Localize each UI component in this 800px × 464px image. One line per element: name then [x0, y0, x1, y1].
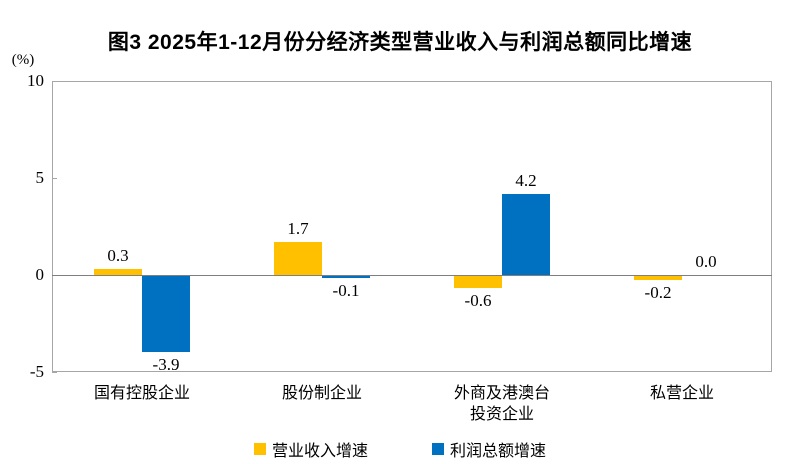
- bar: [502, 193, 550, 275]
- bar-value-label: -3.9: [152, 354, 180, 374]
- legend: 营业收入增速 利润总额增速: [0, 437, 800, 461]
- zero-line: [52, 275, 772, 276]
- legend-label: 利润总额增速: [450, 443, 547, 460]
- legend-swatch-icon: [253, 443, 266, 455]
- bar: [142, 276, 190, 352]
- legend-item: 利润总额增速: [432, 437, 546, 461]
- y-tick-mark: [52, 178, 57, 179]
- chart-title: 图3 2025年1-12月份分经济类型营业收入与利润总额同比增速: [107, 31, 693, 54]
- legend-item: 营业收入增速: [253, 437, 368, 461]
- y-tick-mark: [52, 372, 57, 373]
- bar-value-label: -0.6: [464, 290, 492, 310]
- bar-value-label: -0.2: [644, 282, 672, 302]
- y-axis-unit-label: (%): [11, 52, 35, 68]
- x-category-label: 外商及港澳台 投资企业: [453, 385, 550, 423]
- bar: [322, 276, 370, 278]
- x-category-label: 私营企业: [649, 385, 714, 402]
- x-category-label: 国有控股企业: [93, 385, 190, 402]
- y-tick-label: 10: [27, 71, 44, 90]
- y-tick-label: 5: [35, 168, 45, 187]
- bar-value-label: 1.7: [287, 219, 309, 239]
- legend-swatch-icon: [432, 443, 444, 455]
- bar-value-label: 0.0: [695, 252, 717, 271]
- bar: [454, 276, 502, 288]
- bar: [634, 276, 682, 280]
- bar: [274, 242, 322, 275]
- y-tick-mark: [52, 81, 57, 82]
- bar: [94, 269, 142, 275]
- y-tick-label: 0: [35, 265, 45, 284]
- legend-label: 营业收入增速: [271, 443, 368, 460]
- x-category-label: 股份制企业: [281, 385, 362, 402]
- bar-value-label: -0.1: [332, 280, 360, 300]
- y-tick-label: -5: [29, 362, 44, 381]
- bar-value-label: 0.3: [107, 246, 129, 266]
- bar-value-label: 4.2: [515, 170, 537, 190]
